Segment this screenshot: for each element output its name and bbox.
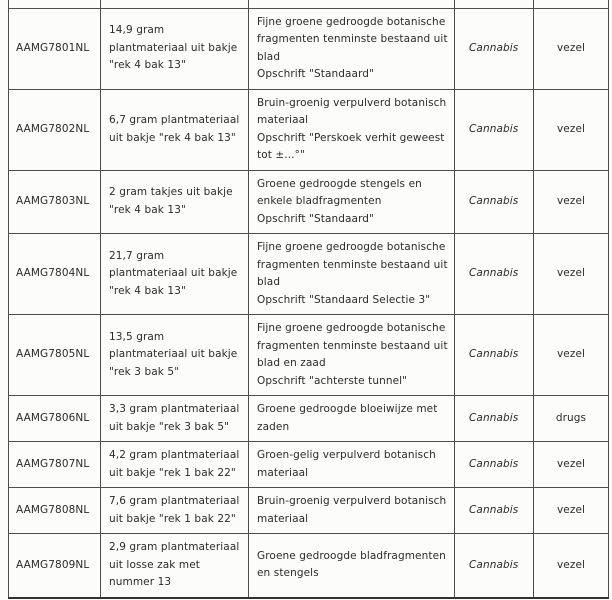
amount-cell: 3,3 gram plantmateriaal uit bakje "rek 3…	[100, 395, 249, 442]
description-cell: Groene gedroogde bladfragmenten en steng…	[248, 533, 455, 599]
sample-id-cell: AAMG7808NL	[8, 487, 101, 534]
description-cell: Groene gedroogde stengels en enkele blad…	[248, 169, 455, 234]
sample-id-cell: AAMG7805NL	[8, 314, 101, 396]
cutoff-cell	[248, 0, 455, 9]
species-cell: Cannabis	[454, 487, 534, 534]
table-row: AAMG7807NL 4,2 gram plantmateriaal uit b…	[8, 441, 609, 488]
classification-cell: vezel	[533, 233, 609, 315]
amount-cell: 2 gram takjes uit bakje "rek 4 bak 13"	[100, 169, 249, 234]
amount-cell: 4,2 gram plantmateriaal uit bakje "rek 1…	[100, 441, 249, 488]
species-cell: Cannabis	[454, 7, 534, 90]
description-cell: Bruin-groenig verpulverd botanisch mater…	[248, 487, 455, 534]
sample-id-cell: AAMG7807NL	[8, 441, 101, 488]
sample-id-cell: AAMG7809NL	[8, 533, 101, 599]
table-row: AAMG7805NL 13,5 gram plantmateriaal uit …	[8, 314, 609, 396]
species-cell: Cannabis	[454, 314, 534, 396]
sample-id-cell: AAMG7804NL	[8, 233, 101, 315]
amount-cell: 6,7 gram plantmateriaal uit bakje "rek 4…	[100, 88, 249, 171]
description-cell: Groen-gelig verpulverd botanisch materia…	[248, 441, 455, 488]
classification-cell: vezel	[533, 169, 609, 234]
classification-cell: vezel	[533, 88, 609, 171]
species-cell: Cannabis	[454, 233, 534, 315]
classification-cell: vezel	[533, 441, 609, 488]
description-cell: Fijne groene gedroogde botanische fragme…	[248, 7, 455, 90]
cutoff-row	[8, 0, 609, 9]
table-row: AAMG7801NL 14,9 gram plantmateriaal uit …	[8, 7, 609, 90]
classification-cell: vezel	[533, 487, 609, 534]
amount-cell: 2,9 gram plantmateriaal uit losse zak me…	[100, 533, 249, 599]
amount-cell: 13,5 gram plantmateriaal uit bakje "rek …	[100, 314, 249, 396]
description-cell: Fijne groene gedroogde botanische fragme…	[248, 314, 455, 396]
table-row: AAMG7809NL 2,9 gram plantmateriaal uit l…	[8, 533, 609, 599]
classification-cell: vezel	[533, 314, 609, 396]
table-row: AAMG7804NL 21,7 gram plantmateriaal uit …	[8, 233, 609, 315]
classification-cell: drugs	[533, 395, 609, 442]
description-cell: Fijne groene gedroogde botanische fragme…	[248, 233, 455, 315]
amount-cell: 14,9 gram plantmateriaal uit bakje "rek …	[100, 7, 249, 90]
cutoff-cell	[454, 0, 534, 9]
sample-id-cell: AAMG7806NL	[8, 395, 101, 442]
sample-id-cell: AAMG7803NL	[8, 169, 101, 234]
table-row: AAMG7802NL 6,7 gram plantmateriaal uit b…	[8, 88, 609, 171]
table-row: AAMG7803NL 2 gram takjes uit bakje "rek …	[8, 169, 609, 234]
species-cell: Cannabis	[454, 441, 534, 488]
table-row: AAMG7806NL 3,3 gram plantmateriaal uit b…	[8, 395, 609, 442]
species-cell: Cannabis	[454, 533, 534, 599]
amount-cell: 21,7 gram plantmateriaal uit bakje "rek …	[100, 233, 249, 315]
sample-id-cell: AAMG7802NL	[8, 88, 101, 171]
evidence-table: AAMG7801NL 14,9 gram plantmateriaal uit …	[8, 0, 609, 599]
cutoff-cell	[8, 0, 101, 9]
species-cell: Cannabis	[454, 395, 534, 442]
description-cell: Groene gedroogde bloeiwijze met zaden	[248, 395, 455, 442]
cutoff-cell	[100, 0, 249, 9]
table-row: AAMG7808NL 7,6 gram plantmateriaal uit b…	[8, 487, 609, 534]
classification-cell: vezel	[533, 533, 609, 599]
sample-id-cell: AAMG7801NL	[8, 7, 101, 90]
description-cell: Bruin-groenig verpulverd botanisch mater…	[248, 88, 455, 171]
cutoff-cell	[533, 0, 609, 9]
amount-cell: 7,6 gram plantmateriaal uit bakje "rek 1…	[100, 487, 249, 534]
species-cell: Cannabis	[454, 88, 534, 171]
classification-cell: vezel	[533, 7, 609, 90]
species-cell: Cannabis	[454, 169, 534, 234]
